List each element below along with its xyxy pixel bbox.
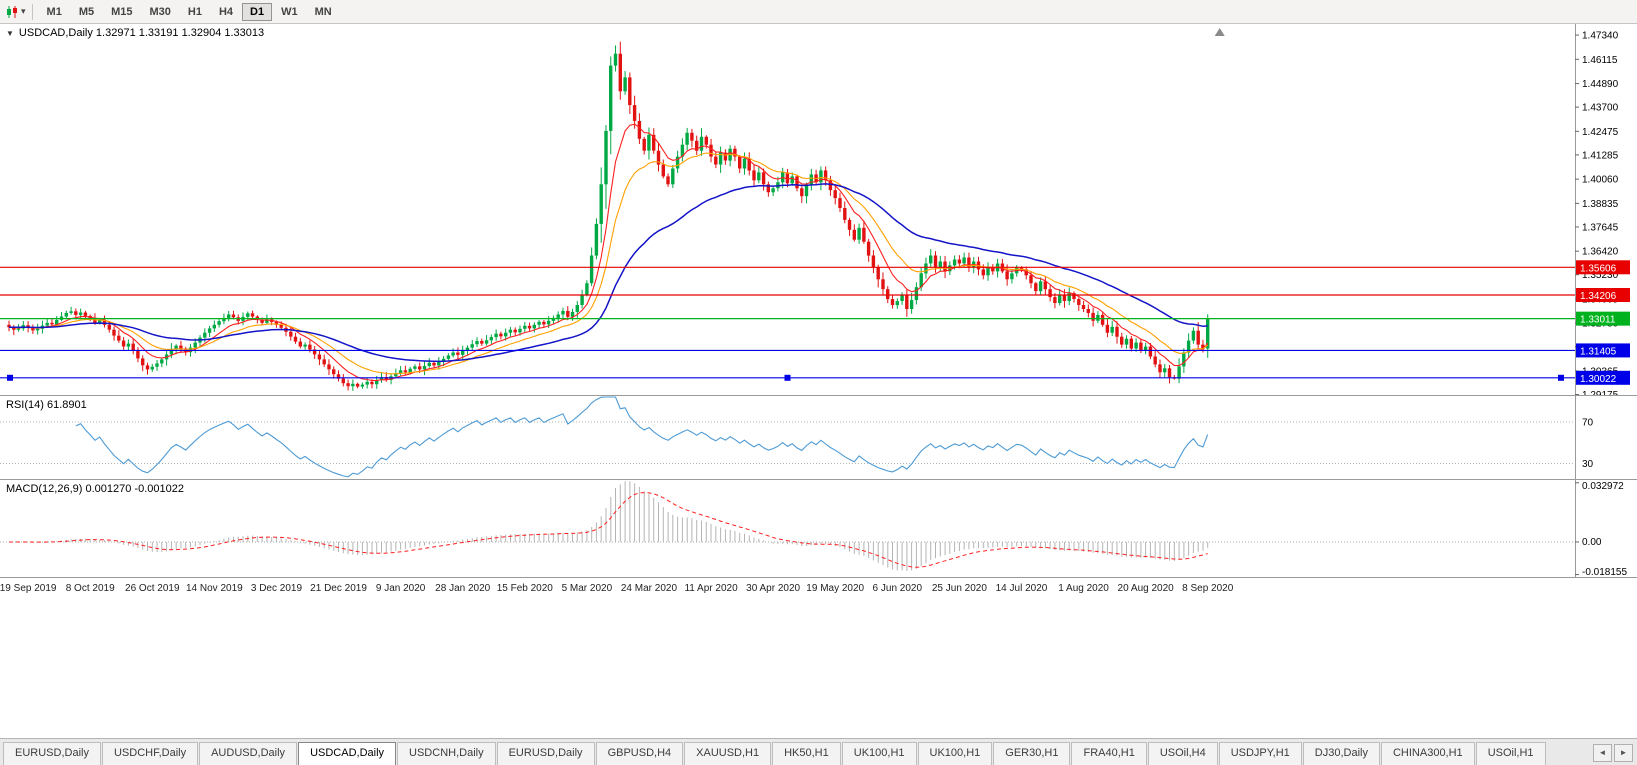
svg-text:6 Jun 2020: 6 Jun 2020	[873, 583, 923, 594]
timeframe-h1[interactable]: H1	[180, 3, 210, 21]
tab-ger30-h1[interactable]: GER30,H1	[993, 742, 1071, 765]
candlestick-icon-glyph	[7, 5, 17, 18]
svg-text:1.46115: 1.46115	[1582, 55, 1618, 66]
tab-scroll-buttons: ◄ ►	[1589, 742, 1634, 765]
chart-menu-arrow-icon[interactable]: ▼	[6, 29, 14, 38]
svg-text:1.37645: 1.37645	[1582, 222, 1619, 233]
date-axis[interactable]: 19 Sep 2019 8 Oct 2019 26 Oct 2019 14 Nov 2…	[0, 577, 1637, 738]
tab-eurusd-daily[interactable]: EURUSD,Daily	[496, 742, 595, 765]
tab-china300-h1[interactable]: CHINA300,H1	[1380, 742, 1475, 765]
svg-text:19 Sep 2019: 19 Sep 2019	[0, 583, 57, 594]
tab-hk50-h1[interactable]: HK50,H1	[772, 742, 841, 765]
svg-text:24 Mar 2020: 24 Mar 2020	[621, 583, 678, 594]
svg-text:5 Mar 2020: 5 Mar 2020	[562, 583, 613, 594]
tabs-scroll-left-button[interactable]: ◄	[1593, 743, 1612, 762]
svg-text:1.38835: 1.38835	[1582, 199, 1619, 210]
svg-text:14 Nov 2019: 14 Nov 2019	[186, 583, 243, 594]
svg-text:1.40060: 1.40060	[1582, 175, 1619, 186]
chart-tabs: EURUSD,Daily USDCHF,Daily AUDUSD,Daily USDC…	[3, 742, 1589, 765]
svg-text:1.43700: 1.43700	[1582, 103, 1619, 114]
tab-usdjpy-h1[interactable]: USDJPY,H1	[1218, 742, 1302, 765]
tab-usdcnh-daily[interactable]: USDCNH,Daily	[397, 742, 496, 765]
svg-text:1 Aug 2020: 1 Aug 2020	[1058, 583, 1109, 594]
macd-label: MACD(12,26,9) 0.001270 -0.001022	[6, 483, 184, 495]
main-chart-panel[interactable]: 1.47340 1.46115 1.44890 1.43700 1.42475 1.412…	[0, 24, 1637, 395]
chart-title: ▼ USDCAD,Daily 1.32971 1.33191 1.32904 1.…	[6, 27, 264, 39]
tab-usdcad-daily[interactable]: USDCAD,Daily	[298, 742, 397, 765]
svg-text:1.29175: 1.29175	[1582, 390, 1619, 395]
tab-dj30-daily[interactable]: DJ30,Daily	[1302, 742, 1380, 765]
svg-text:1.30022: 1.30022	[1580, 374, 1617, 385]
svg-text:-0.018155: -0.018155	[1582, 567, 1627, 577]
candlestick-chart-svg[interactable]: 1.47340 1.46115 1.44890 1.43700 1.42475 1.412…	[0, 24, 1637, 395]
toolbar-separator	[31, 3, 33, 20]
svg-text:1.42475: 1.42475	[1582, 127, 1619, 138]
tab-gbpusd-h4[interactable]: GBPUSD,H4	[595, 742, 684, 765]
tab-uk100-h1[interactable]: UK100,H1	[841, 742, 917, 765]
tab-usdchf-daily[interactable]: USDCHF,Daily	[101, 742, 199, 765]
timeframe-m15[interactable]: M15	[103, 3, 140, 21]
svg-text:20 Aug 2020: 20 Aug 2020	[1118, 583, 1175, 594]
svg-text:26 Oct 2019: 26 Oct 2019	[125, 583, 180, 594]
svg-text:1.35606: 1.35606	[1580, 263, 1617, 274]
svg-text:1.41285: 1.41285	[1582, 150, 1619, 161]
svg-text:1.44890: 1.44890	[1582, 79, 1619, 90]
svg-text:21 Dec 2019: 21 Dec 2019	[310, 583, 367, 594]
tab-uk100-h1[interactable]: UK100,H1	[917, 742, 993, 765]
svg-text:1.35230: 1.35230	[1582, 270, 1619, 281]
svg-text:28 Jan 2020: 28 Jan 2020	[435, 583, 490, 594]
svg-text:70: 70	[1582, 417, 1594, 428]
timeframe-h4[interactable]: H4	[211, 3, 241, 21]
timeframe-m30[interactable]: M30	[142, 3, 179, 21]
chart-type-caret-icon[interactable]: ▾	[21, 6, 26, 16]
svg-text:3 Dec 2019: 3 Dec 2019	[251, 583, 303, 594]
svg-text:0.032972: 0.032972	[1582, 481, 1624, 492]
svg-text:9 Jan 2020: 9 Jan 2020	[376, 583, 426, 594]
rsi-indicator-panel[interactable]: 70 30 RSI(14) 61.8901	[0, 395, 1637, 479]
svg-text:25 Jun 2020: 25 Jun 2020	[932, 583, 987, 594]
svg-text:15 Feb 2020: 15 Feb 2020	[497, 583, 554, 594]
timeframe-m5[interactable]: M5	[71, 3, 102, 21]
svg-text:1.31405: 1.31405	[1580, 346, 1617, 357]
tabs-scroll-right-button[interactable]: ►	[1614, 743, 1633, 762]
macd-indicator-panel[interactable]: 0.032972 0.00 -0.018155 MACD(12,26,9) 0.00…	[0, 479, 1637, 577]
timeframe-m1[interactable]: M1	[39, 3, 70, 21]
rsi-chart-svg[interactable]: 70 30	[0, 396, 1637, 479]
chart-type-icon[interactable]	[5, 5, 19, 19]
chart-title-text: USDCAD,Daily 1.32971 1.33191 1.32904 1.3…	[18, 27, 265, 39]
svg-text:8 Oct 2019: 8 Oct 2019	[66, 583, 115, 594]
date-axis-svg: 19 Sep 2019 8 Oct 2019 26 Oct 2019 14 Nov 2…	[0, 583, 1234, 594]
tab-xauusd-h1[interactable]: XAUUSD,H1	[684, 742, 772, 765]
svg-text:1.33011: 1.33011	[1580, 315, 1616, 326]
svg-text:1.34206: 1.34206	[1580, 291, 1617, 302]
tab-usoil-h1[interactable]: USOil,H1	[1475, 742, 1546, 765]
timeframe-w1[interactable]: W1	[273, 3, 306, 21]
tab-fra40-h1[interactable]: FRA40,H1	[1071, 742, 1147, 765]
svg-text:30 Apr 2020: 30 Apr 2020	[746, 583, 800, 594]
svg-text:1.36420: 1.36420	[1582, 247, 1619, 258]
svg-text:0.00: 0.00	[1582, 537, 1602, 548]
timeframe-buttons: M1 M5 M15 M30 H1 H4 D1 W1 MN	[39, 2, 340, 21]
toolbar: ▾ M1 M5 M15 M30 H1 H4 D1 W1 MN	[0, 0, 1637, 24]
svg-text:8 Sep 2020: 8 Sep 2020	[1182, 583, 1234, 594]
svg-text:1.47340: 1.47340	[1582, 31, 1619, 42]
chart-tabbar: EURUSD,Daily USDCHF,Daily AUDUSD,Daily USDC…	[0, 738, 1637, 765]
macd-chart-svg[interactable]: 0.032972 0.00 -0.018155	[0, 480, 1637, 577]
svg-text:19 May 2020: 19 May 2020	[806, 583, 864, 594]
svg-text:14 Jul 2020: 14 Jul 2020	[996, 583, 1048, 594]
tab-usoil-h4[interactable]: USOil,H4	[1147, 742, 1218, 765]
timeframe-d1[interactable]: D1	[242, 2, 273, 21]
tab-eurusd-daily[interactable]: EURUSD,Daily	[3, 742, 101, 765]
tab-audusd-daily[interactable]: AUDUSD,Daily	[199, 742, 298, 765]
timeframe-mn[interactable]: MN	[307, 3, 340, 21]
svg-text:30: 30	[1582, 459, 1594, 470]
svg-text:11 Apr 2020: 11 Apr 2020	[684, 583, 738, 594]
rsi-label: RSI(14) 61.8901	[6, 399, 87, 411]
